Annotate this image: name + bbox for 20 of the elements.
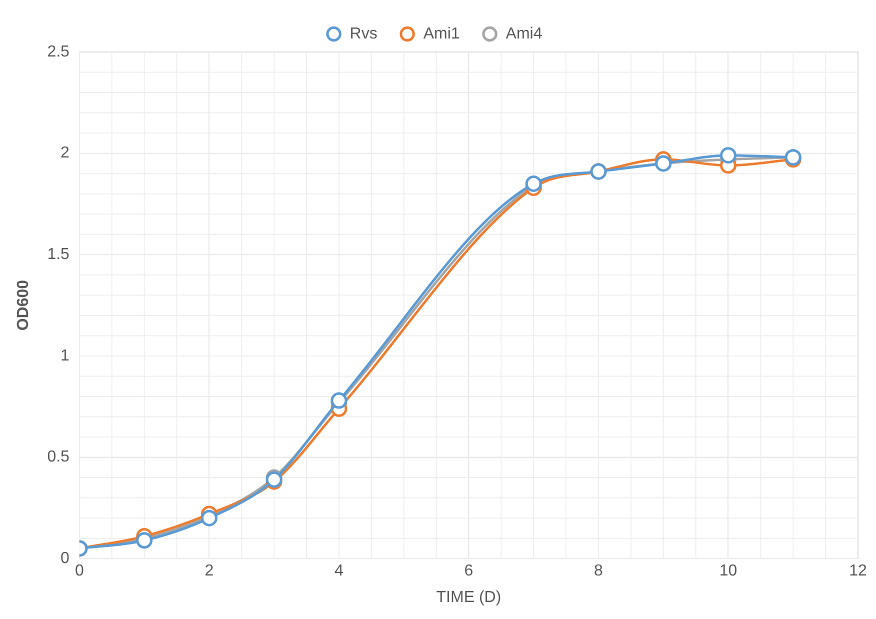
x-tick-label: 8 xyxy=(594,562,604,580)
y-axis-title: OD600 xyxy=(15,280,32,331)
x-tick-label: 2 xyxy=(204,562,214,580)
point xyxy=(525,175,542,192)
y-tick-label: 1 xyxy=(60,347,70,364)
x-tick-label: 4 xyxy=(334,562,344,580)
legend-label: Ami4 xyxy=(506,25,542,42)
y-tick-label: 1.5 xyxy=(47,246,70,264)
y-tick-label: 0 xyxy=(60,550,70,568)
x-tick-label: 6 xyxy=(464,562,474,580)
y-tick-label: 0.5 xyxy=(47,448,70,466)
y-tick-label: 2.5 xyxy=(47,43,70,60)
x-tick-label: 0 xyxy=(74,562,84,580)
x-tick-label: 12 xyxy=(849,562,867,580)
x-axis-title: TIME (D) xyxy=(436,588,502,606)
legend-label: Ami1 xyxy=(423,25,460,42)
legend-label: Rvs xyxy=(350,25,378,42)
point xyxy=(720,147,736,164)
x-tick-label: 10 xyxy=(719,562,738,580)
y-tick-label: 2 xyxy=(60,144,70,162)
